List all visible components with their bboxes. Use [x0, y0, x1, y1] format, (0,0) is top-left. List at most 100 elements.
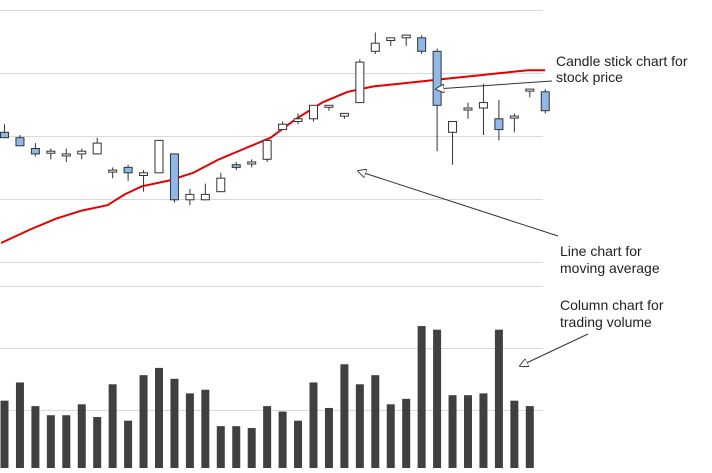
volume-bar — [46, 415, 55, 468]
volume-bar — [201, 389, 210, 468]
candle — [185, 189, 195, 206]
candle-body-up — [216, 177, 226, 193]
annotation-candlestick-line-2: stock price — [556, 69, 623, 85]
candle-body-up — [309, 104, 318, 120]
volume-bar — [170, 378, 179, 468]
candle — [355, 59, 365, 104]
candle-body-up — [509, 115, 519, 119]
moving-average-series — [0, 69, 546, 244]
candle-body-up — [478, 102, 488, 109]
candle-body-up — [401, 34, 411, 39]
volume-column-series — [0, 326, 534, 468]
volume-bar — [402, 398, 411, 468]
candle — [123, 164, 133, 181]
candle-body-up — [293, 118, 303, 123]
volume-bar — [324, 407, 333, 468]
candle-body-up — [278, 123, 288, 131]
volume-bar — [386, 404, 395, 468]
candle — [494, 99, 504, 141]
annotation-moving-average-line-1: Line chart for — [560, 243, 642, 259]
candle-body-up — [46, 150, 56, 154]
volume-bar — [464, 395, 472, 468]
candle — [448, 121, 458, 165]
candle — [216, 172, 226, 193]
volume-bar — [309, 382, 318, 468]
candle-body-up — [154, 139, 164, 174]
volume-bar — [0, 400, 9, 468]
volume-bar — [294, 420, 303, 468]
candle-body-up — [200, 193, 210, 201]
candle — [540, 89, 550, 114]
candle-body-up — [355, 61, 365, 104]
volume-bar — [31, 406, 40, 468]
candle-body-down — [0, 131, 9, 139]
candle — [169, 153, 179, 203]
volume-gridlines — [0, 286, 543, 411]
candle — [509, 113, 519, 133]
annotation-candlestick-line-1: Candle stick chart for — [556, 53, 688, 69]
candle — [525, 88, 535, 98]
candle — [231, 162, 241, 171]
volume-bar — [371, 375, 380, 468]
candle-body-down — [540, 91, 550, 112]
candle — [0, 124, 9, 139]
candle — [200, 183, 210, 201]
candle — [370, 32, 380, 54]
volume-bar — [479, 393, 488, 468]
volume-bar — [278, 411, 287, 468]
volume-bar — [494, 329, 503, 468]
volume-bar — [108, 384, 117, 468]
candle — [30, 143, 40, 157]
candle — [478, 83, 488, 135]
volume-bar — [216, 426, 225, 468]
volume-bar — [77, 404, 86, 468]
candle-body-up — [386, 37, 396, 41]
candle-body-up — [108, 169, 118, 173]
volume-bar — [62, 415, 71, 468]
candle — [139, 170, 149, 192]
candle — [92, 137, 102, 155]
volume-bar — [185, 393, 194, 468]
candle-body-down — [123, 166, 133, 174]
candlestick-series — [0, 32, 550, 206]
volume-bar — [93, 417, 102, 468]
candle — [108, 167, 118, 179]
candle-body-down — [169, 153, 179, 201]
moving-average-line — [0, 69, 546, 244]
annotation-candlestick: Candle stick chart for stock price — [436, 53, 688, 89]
candle-body-down — [30, 148, 40, 155]
candle-body-up — [92, 142, 102, 155]
candle — [247, 159, 257, 168]
candle-body-down — [417, 37, 427, 52]
volume-bar — [155, 367, 163, 468]
candle — [262, 139, 272, 162]
candle — [61, 148, 71, 162]
candle-body-down — [15, 137, 25, 147]
candle-body-down — [231, 164, 241, 168]
candle-body-down — [432, 50, 442, 106]
candle-body-down — [494, 118, 504, 131]
candle — [154, 139, 164, 174]
annotation-volume: Column chart for trading volume — [520, 297, 664, 366]
volume-bar — [124, 420, 133, 468]
candle — [293, 113, 303, 125]
volume-bar — [433, 329, 442, 468]
candle-body-up — [61, 153, 71, 157]
candle — [46, 148, 56, 160]
candle-body-up — [185, 193, 195, 201]
annotation-moving-average: Line chart for moving average — [358, 171, 660, 276]
volume-bar — [340, 364, 349, 468]
candle-body-up — [463, 107, 473, 111]
candle — [401, 34, 411, 46]
candle — [278, 121, 288, 131]
candle-body-up — [262, 139, 272, 160]
annotation-volume-arrow — [520, 333, 589, 366]
candle-body-up — [448, 121, 458, 133]
volume-bar — [232, 426, 241, 468]
volume-bar — [448, 395, 457, 468]
volume-bar — [525, 406, 534, 468]
candle-body-up — [247, 161, 257, 165]
volume-bar — [355, 384, 364, 468]
